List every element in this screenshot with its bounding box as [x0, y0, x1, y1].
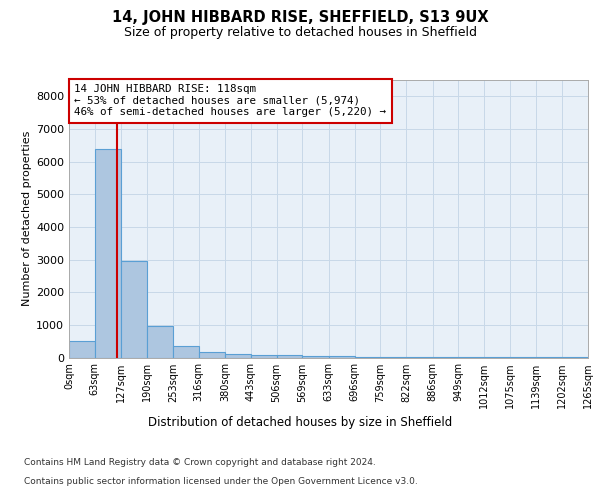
- Bar: [562, 356, 588, 358]
- Bar: [225, 354, 251, 358]
- Bar: [458, 356, 484, 358]
- Bar: [302, 356, 329, 358]
- Text: 14 JOHN HIBBARD RISE: 118sqm
← 53% of detached houses are smaller (5,974)
46% of: 14 JOHN HIBBARD RISE: 118sqm ← 53% of de…: [74, 84, 386, 117]
- Bar: [536, 356, 562, 358]
- Text: 14, JOHN HIBBARD RISE, SHEFFIELD, S13 9UX: 14, JOHN HIBBARD RISE, SHEFFIELD, S13 9U…: [112, 10, 488, 25]
- Bar: [277, 355, 302, 358]
- Bar: [380, 356, 406, 358]
- Bar: [147, 326, 173, 358]
- Bar: [121, 261, 147, 358]
- Bar: [510, 356, 536, 358]
- Bar: [406, 356, 433, 358]
- Text: Contains public sector information licensed under the Open Government Licence v3: Contains public sector information licen…: [24, 476, 418, 486]
- Bar: [329, 356, 355, 358]
- Bar: [355, 356, 380, 358]
- Bar: [69, 341, 95, 357]
- Bar: [95, 148, 121, 358]
- Bar: [173, 346, 199, 358]
- Bar: [433, 356, 458, 358]
- Text: Contains HM Land Registry data © Crown copyright and database right 2024.: Contains HM Land Registry data © Crown c…: [24, 458, 376, 467]
- Text: Size of property relative to detached houses in Sheffield: Size of property relative to detached ho…: [124, 26, 476, 39]
- Text: Distribution of detached houses by size in Sheffield: Distribution of detached houses by size …: [148, 416, 452, 429]
- Y-axis label: Number of detached properties: Number of detached properties: [22, 131, 32, 306]
- Bar: [251, 355, 277, 358]
- Bar: [484, 356, 510, 358]
- Bar: [199, 352, 225, 358]
